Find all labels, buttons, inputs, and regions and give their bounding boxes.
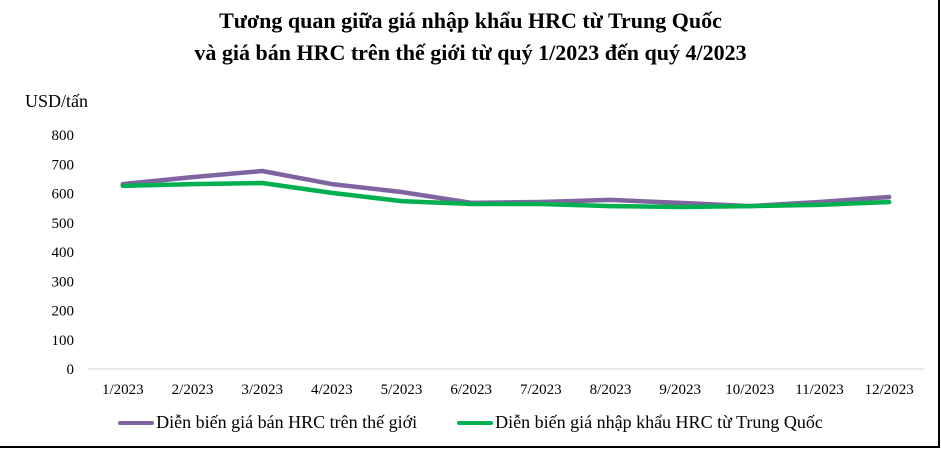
y-tick-label: 0	[67, 362, 75, 378]
x-tick-label: 10/2023	[725, 382, 774, 398]
y-tick-label: 300	[52, 274, 75, 290]
legend-label-world-price: Diễn biến giá bán HRC trên thế giới	[156, 412, 418, 432]
y-axis-ticks: 0 100 200 300 400 500 600 700 800	[52, 128, 75, 378]
x-tick-label: 7/2023	[520, 382, 562, 398]
x-tick-label: 11/2023	[795, 382, 844, 398]
series-line-china-import-price	[120, 180, 892, 210]
series-line-world-price	[120, 168, 892, 209]
x-tick-label: 5/2023	[381, 382, 423, 398]
legend: Diễn biến giá bán HRC trên thế giới Diễn…	[0, 412, 941, 433]
x-tick-label: 3/2023	[241, 382, 283, 398]
legend-item-world-price: Diễn biến giá bán HRC trên thế giới	[118, 412, 417, 433]
x-axis-ticks: 1/2023 2/2023 3/2023 4/2023 5/2023 6/2023 7/20…	[102, 382, 914, 398]
x-tick-label: 12/2023	[865, 382, 914, 398]
legend-item-china-import-price: Diễn biến giá nhập khẩu HRC từ Trung Quố…	[457, 412, 823, 433]
y-tick-label: 100	[52, 333, 75, 349]
legend-swatch-purple	[118, 420, 155, 425]
x-tick-label: 4/2023	[311, 382, 353, 398]
legend-swatch-green	[457, 420, 494, 425]
y-axis-label: USD/tấn	[25, 91, 88, 111]
y-tick-label: 200	[52, 304, 75, 320]
x-tick-label: 1/2023	[102, 382, 144, 398]
x-tick-label: 8/2023	[590, 382, 632, 398]
y-tick-label: 800	[52, 128, 75, 144]
chart-title-line-1: Tương quan giữa giá nhập khẩu HRC từ Tru…	[219, 8, 722, 33]
y-tick-label: 400	[52, 245, 75, 261]
y-tick-label: 600	[52, 187, 75, 203]
series-lines	[120, 168, 892, 210]
x-tick-label: 9/2023	[659, 382, 701, 398]
legend-label-china-import-price: Diễn biến giá nhập khẩu HRC từ Trung Quố…	[495, 412, 823, 432]
x-tick-label: 2/2023	[172, 382, 214, 398]
y-tick-label: 700	[52, 157, 75, 173]
x-tick-label: 6/2023	[450, 382, 492, 398]
y-tick-label: 500	[52, 216, 75, 232]
chart-title-line-2: và giá bán HRC trên thế giới từ quý 1/20…	[194, 40, 747, 65]
